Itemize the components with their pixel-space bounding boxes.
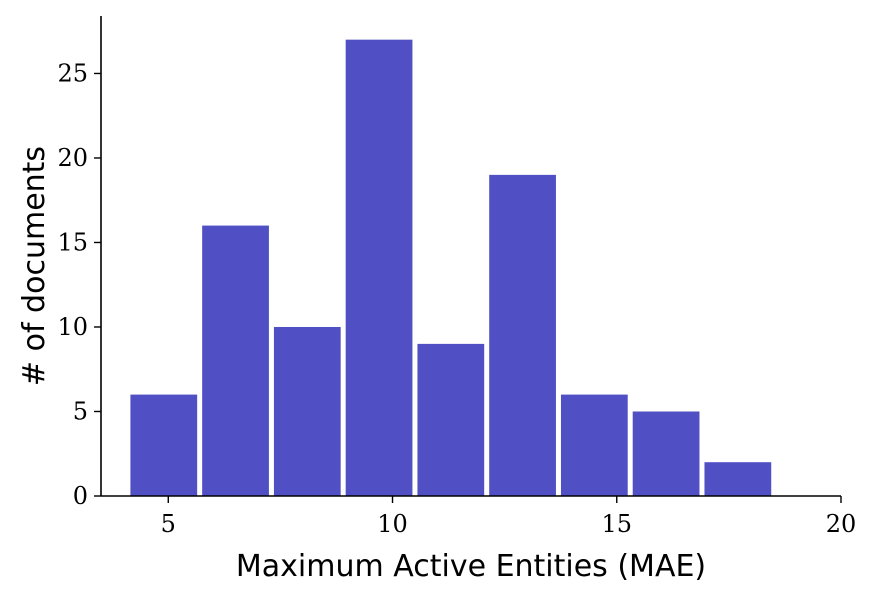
x-ticks-group: 5 10 15 20 [161, 496, 857, 538]
histogram-bar [417, 343, 485, 496]
y-tick-label: 0 [73, 482, 88, 510]
histogram-bar [704, 462, 772, 496]
histogram-bar [632, 411, 700, 496]
bars-group [130, 39, 772, 497]
x-tick-label: 15 [601, 510, 632, 538]
x-tick-label: 20 [826, 510, 857, 538]
x-tick-label: 5 [161, 510, 176, 538]
histogram-bar [273, 326, 341, 496]
y-axis-title: # of documents [17, 146, 52, 386]
y-tick-label: 10 [57, 313, 88, 341]
histogram-bar [130, 394, 198, 496]
y-tick-label: 25 [57, 59, 88, 87]
histogram-bar [202, 225, 269, 497]
histogram-bar [560, 394, 628, 496]
y-tick-label: 20 [57, 144, 88, 172]
y-tick-label: 5 [73, 397, 88, 425]
histogram-bar [345, 39, 413, 496]
axes-group [100, 16, 841, 497]
x-axis-title: Maximum Active Entities (MAE) [236, 549, 706, 584]
histogram-bar [489, 174, 556, 497]
x-tick-label: 10 [377, 510, 408, 538]
y-ticks-group: 0 5 10 15 20 25 [57, 59, 101, 510]
y-tick-label: 15 [57, 228, 88, 256]
